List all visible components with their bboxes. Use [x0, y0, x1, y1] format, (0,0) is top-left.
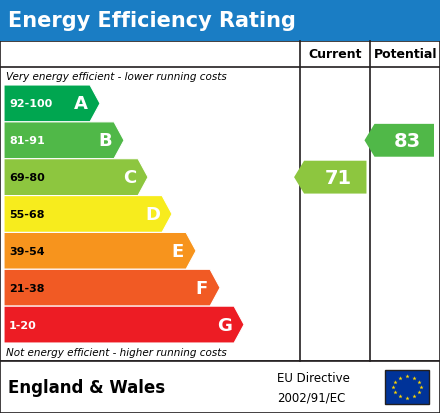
Polygon shape — [4, 306, 244, 343]
Polygon shape — [4, 270, 220, 306]
Text: 2002/91/EC: 2002/91/EC — [277, 391, 345, 404]
Polygon shape — [4, 86, 100, 123]
Text: 92-100: 92-100 — [9, 99, 52, 109]
Bar — [0, 0, 440, 42]
Text: B: B — [99, 132, 112, 150]
Polygon shape — [364, 125, 434, 157]
Text: F: F — [196, 279, 208, 297]
Text: EU Directive: EU Directive — [277, 371, 350, 384]
Text: 69-80: 69-80 — [9, 173, 45, 183]
Text: Not energy efficient - higher running costs: Not energy efficient - higher running co… — [6, 347, 227, 357]
Text: 81-91: 81-91 — [9, 136, 45, 146]
Polygon shape — [4, 196, 172, 233]
Text: 39-54: 39-54 — [9, 246, 44, 256]
Text: C: C — [123, 169, 136, 187]
Text: England & Wales: England & Wales — [8, 378, 165, 396]
Text: 55-68: 55-68 — [9, 209, 44, 219]
Text: 1-20: 1-20 — [9, 320, 37, 330]
Polygon shape — [4, 233, 196, 270]
Text: 83: 83 — [394, 131, 421, 150]
Text: D: D — [145, 206, 160, 223]
Text: E: E — [172, 242, 184, 260]
Text: 71: 71 — [325, 168, 352, 187]
Text: G: G — [217, 316, 232, 334]
Text: Potential: Potential — [374, 48, 437, 62]
Text: Current: Current — [308, 48, 362, 62]
Text: 21-38: 21-38 — [9, 283, 44, 293]
Text: Very energy efficient - lower running costs: Very energy efficient - lower running co… — [6, 72, 227, 82]
Bar — [0, 42, 440, 361]
Polygon shape — [294, 161, 367, 194]
Text: Energy Efficiency Rating: Energy Efficiency Rating — [8, 11, 296, 31]
Polygon shape — [4, 123, 124, 159]
Text: A: A — [74, 95, 88, 113]
Polygon shape — [4, 159, 148, 196]
FancyBboxPatch shape — [385, 370, 429, 404]
Bar — [0, 361, 440, 413]
